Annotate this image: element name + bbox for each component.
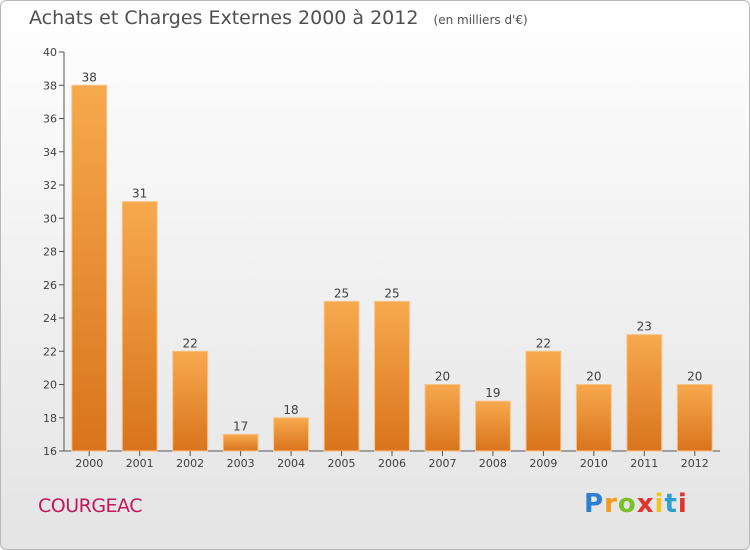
x-tick-label: 2000 [75,457,103,470]
bar [475,400,511,452]
chart-title-block: Achats et Charges Externes 2000 à 2012 (… [29,7,528,29]
bar [71,84,108,452]
bar [172,350,209,452]
y-tick-label: 26 [43,279,57,292]
bar [525,350,562,452]
y-tick-label: 34 [43,146,57,159]
bar [273,417,309,452]
bar-value-label: 20 [586,370,601,384]
logo-letter: i [677,489,688,519]
bar-value-label: 25 [334,286,349,300]
x-tick-label: 2005 [328,457,356,470]
y-tick-label: 32 [43,179,57,192]
chart-subtitle: (en milliers d'€) [433,13,528,27]
bar [374,300,410,452]
x-tick-label: 2007 [428,457,456,470]
x-tick-label: 2008 [479,457,507,470]
bar-value-label: 18 [283,403,298,417]
commune-name: COURGEAC [38,495,143,517]
y-tick-label: 18 [43,412,57,425]
bar [575,384,612,452]
bar [626,334,663,452]
x-tick-label: 2004 [277,457,305,470]
y-tick-label: 24 [43,312,57,325]
logo-letter: x [636,489,655,519]
y-tick-label: 38 [43,79,57,92]
bar-value-label: 23 [637,320,652,334]
bar-value-label: 38 [82,70,97,84]
proxiti-logo: Proxiti [584,489,688,519]
x-tick-label: 2012 [681,457,709,470]
bar-value-label: 25 [384,286,399,300]
y-tick-label: 30 [43,212,57,225]
bar-value-label: 31 [132,187,147,201]
bar [121,201,158,452]
y-tick-label: 20 [43,379,57,392]
y-tick-label: 16 [43,445,57,458]
x-tick-label: 2010 [580,457,608,470]
x-tick-label: 2011 [630,457,658,470]
logo-letter: i [654,489,665,519]
x-tick-label: 2006 [378,457,406,470]
x-tick-label: 2009 [529,457,557,470]
x-tick-label: 2002 [176,457,204,470]
logo-letter: o [617,489,637,519]
bar-value-label: 20 [435,370,450,384]
y-tick-label: 36 [43,113,57,126]
x-tick-label: 2001 [126,457,154,470]
y-tick-label: 40 [43,46,57,59]
bar [323,300,360,452]
bar-value-label: 22 [183,336,198,350]
logo-letter: r [604,489,618,519]
bar-value-label: 19 [485,386,500,400]
bar-value-label: 17 [233,419,248,433]
bar [222,433,259,452]
logo-letter: t [664,489,678,519]
bar-value-label: 20 [687,370,702,384]
bar [424,384,461,452]
chart-title: Achats et Charges Externes 2000 à 2012 [29,7,419,29]
bar [676,384,713,452]
x-tick-label: 2003 [227,457,255,470]
y-tick-label: 28 [43,246,57,259]
y-tick-label: 22 [43,345,57,358]
logo-letter: P [584,489,605,519]
bar-value-label: 22 [536,336,551,350]
